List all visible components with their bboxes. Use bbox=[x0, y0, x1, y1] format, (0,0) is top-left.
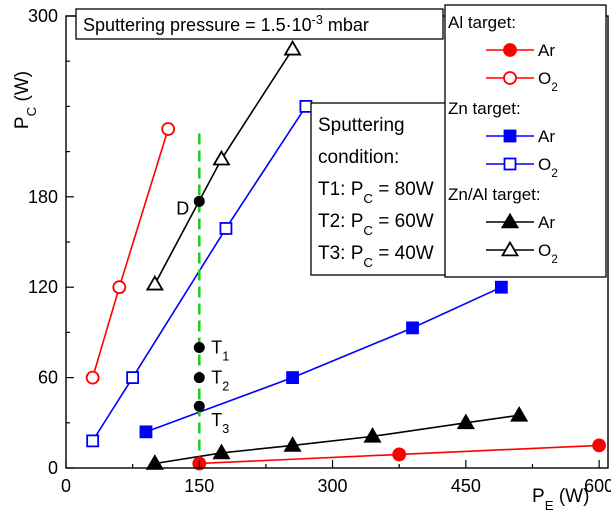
legend-marker-al_o2 bbox=[503, 71, 517, 85]
data-point-zn_o2 bbox=[86, 434, 100, 448]
data-point-znal_ar bbox=[212, 443, 231, 460]
y-tick-label: 300 bbox=[28, 6, 58, 26]
series-line-znal_o2 bbox=[154, 48, 294, 285]
data-point-znal_ar bbox=[145, 454, 164, 470]
legend-heading: Zn/Al target: bbox=[448, 185, 541, 204]
y-axis-label: PC (W) bbox=[12, 71, 39, 129]
y-tick-label: 0 bbox=[48, 458, 58, 478]
condition-line: T3: PC = 40W bbox=[318, 243, 434, 270]
legend-label-zn_o2: O2 bbox=[538, 155, 558, 180]
legend-marker-zn_o2 bbox=[503, 157, 517, 171]
condition-line: T1: PC = 80W bbox=[318, 179, 434, 206]
x-tick-label: 300 bbox=[318, 476, 348, 496]
series-line-zn_o2 bbox=[91, 105, 307, 442]
annotation-label-d: D bbox=[176, 198, 189, 218]
data-point-al_ar bbox=[392, 447, 407, 462]
condition-line: condition: bbox=[318, 147, 399, 168]
x-tick-label: 150 bbox=[184, 476, 214, 496]
annotation-label-t2: T2 bbox=[211, 368, 229, 394]
annotation-point-t3 bbox=[193, 400, 205, 412]
data-point-zn_o2 bbox=[299, 100, 313, 113]
series-line-zn_ar bbox=[145, 286, 502, 433]
legend-label-al_ar: Ar bbox=[538, 41, 555, 60]
data-point-zn_ar bbox=[139, 425, 153, 439]
data-point-znal_o2 bbox=[212, 149, 231, 166]
data-point-znal_o2 bbox=[283, 39, 302, 56]
legend-label-znal_ar: Ar bbox=[538, 213, 555, 232]
data-point-zn_ar bbox=[286, 371, 299, 385]
legend-box bbox=[444, 4, 607, 278]
data-point-znal_ar bbox=[283, 436, 302, 452]
x-tick-label: 600 bbox=[584, 476, 611, 496]
annotation-label-t1: T1 bbox=[211, 337, 229, 363]
data-point-znal_o2 bbox=[145, 274, 164, 291]
legend-marker-znal_o2 bbox=[500, 240, 520, 257]
legend-label-al_o2: O2 bbox=[538, 69, 558, 94]
data-point-al_o2 bbox=[161, 122, 176, 136]
data-point-znal_ar bbox=[456, 413, 475, 430]
data-point-zn_ar bbox=[494, 280, 508, 294]
condition-line: Sputtering bbox=[318, 115, 405, 136]
legend-label-znal_o2: O2 bbox=[538, 241, 558, 266]
annotation-point-t1 bbox=[193, 341, 205, 353]
legend-marker-al_ar bbox=[503, 43, 517, 57]
legend-heading: Zn target: bbox=[448, 99, 521, 118]
y-tick-label: 180 bbox=[28, 187, 58, 207]
legend-marker-znal_ar bbox=[500, 212, 520, 229]
title-box bbox=[75, 8, 444, 40]
data-point-znal_ar bbox=[510, 405, 529, 422]
annotation-point-d bbox=[193, 195, 205, 207]
data-point-znal_ar bbox=[363, 427, 382, 443]
legend-marker-zn_ar bbox=[503, 129, 517, 143]
annotation-label-t3: T3 bbox=[211, 410, 229, 436]
data-point-al_o2 bbox=[112, 280, 127, 295]
data-point-zn_o2 bbox=[126, 371, 140, 385]
annotation-point-t2 bbox=[193, 372, 205, 384]
series-line-znal_ar bbox=[154, 414, 520, 465]
data-point-al_o2 bbox=[85, 370, 100, 385]
condition-box bbox=[310, 102, 468, 276]
legend-heading: Al target: bbox=[448, 13, 516, 32]
data-point-zn_o2 bbox=[219, 222, 233, 235]
x-axis-label: PE (W) bbox=[532, 486, 589, 510]
y-tick-label: 120 bbox=[28, 277, 58, 297]
legend-label-zn_ar: Ar bbox=[538, 127, 555, 146]
x-tick-label: 450 bbox=[451, 476, 481, 496]
y-tick-label: 60 bbox=[38, 368, 58, 388]
condition-line: T2: PC = 60W bbox=[318, 211, 434, 238]
x-tick-label: 0 bbox=[61, 476, 71, 496]
title-text: Sputtering pressure = 1.5·10-3 mbar bbox=[83, 13, 369, 35]
data-point-al_ar bbox=[592, 438, 607, 453]
data-point-zn_ar bbox=[406, 321, 419, 335]
